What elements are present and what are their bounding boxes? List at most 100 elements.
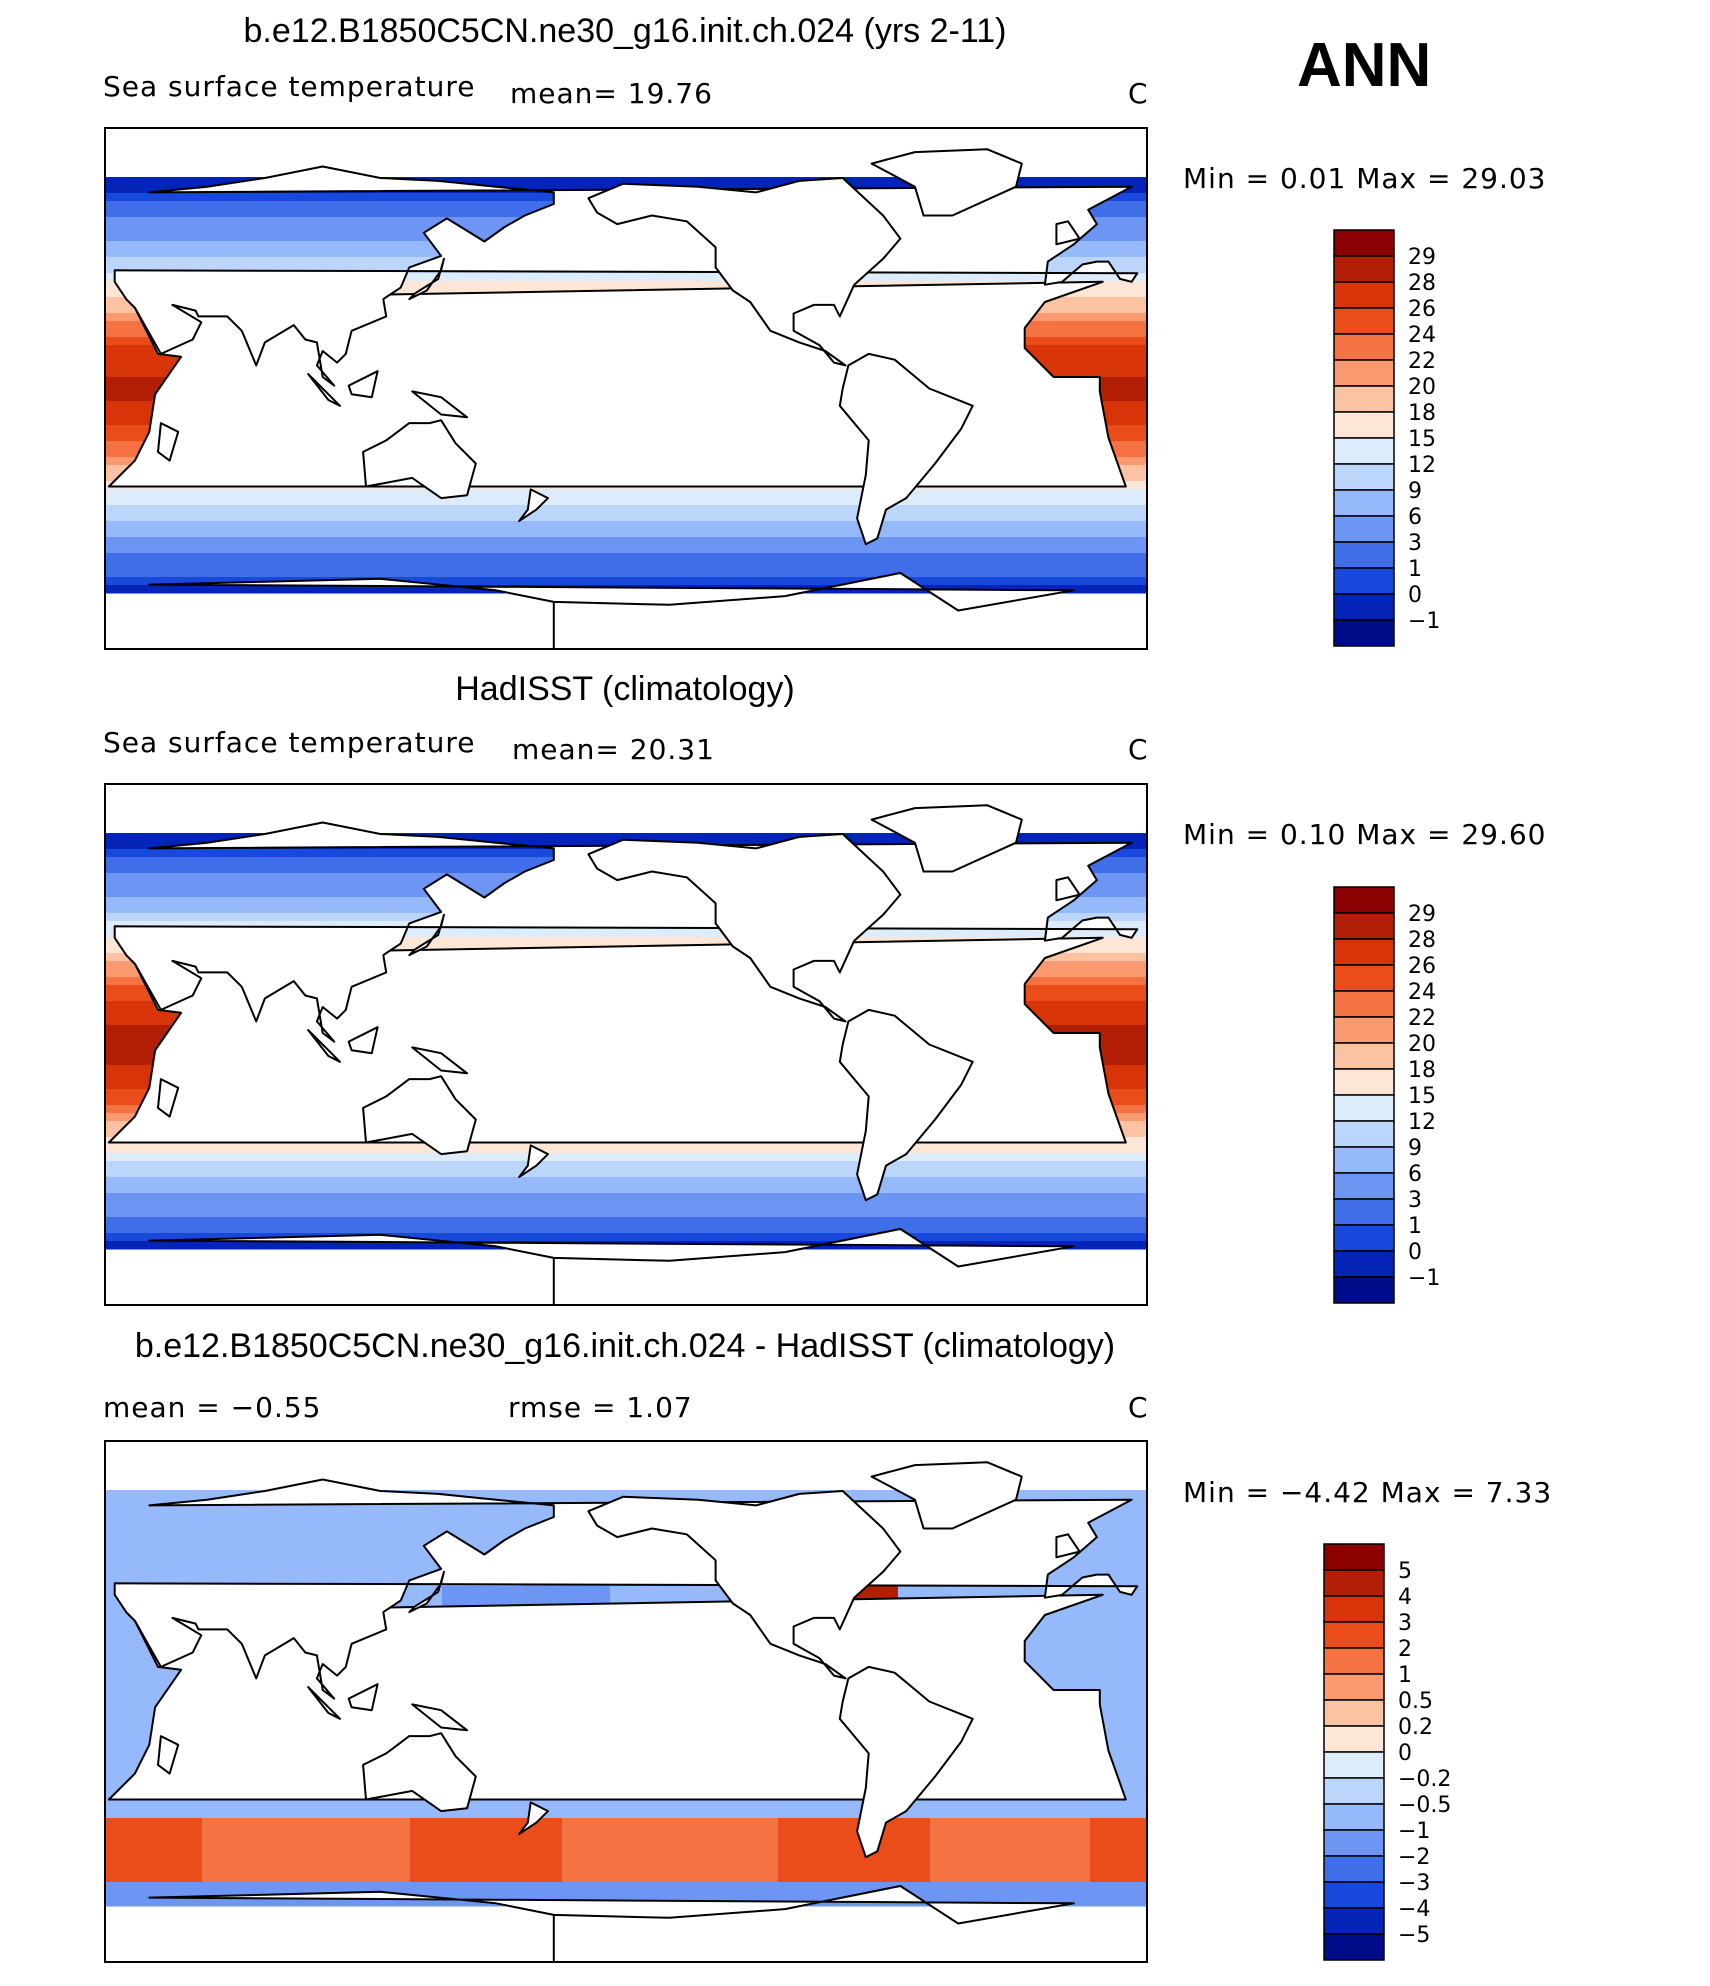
field-cell xyxy=(1050,177,1059,186)
field-cell xyxy=(1138,441,1146,450)
field-cell xyxy=(386,257,395,266)
field-cell xyxy=(1106,425,1115,434)
field-cell xyxy=(218,209,227,218)
field-cell xyxy=(210,233,219,242)
field-cell xyxy=(482,217,491,226)
field-cell xyxy=(122,345,131,354)
field-cell xyxy=(266,241,275,250)
field-cell xyxy=(386,217,395,226)
field-cell xyxy=(482,177,491,186)
field-cell xyxy=(1130,345,1139,354)
field-cell xyxy=(346,225,355,234)
field-cell xyxy=(122,297,131,306)
field-cell xyxy=(410,257,419,266)
field-cell xyxy=(402,217,411,226)
field-cell xyxy=(202,201,211,210)
field-cell xyxy=(1082,233,1091,242)
field-cell xyxy=(1074,177,1083,186)
field-cell xyxy=(106,321,115,330)
field-cell xyxy=(314,257,323,266)
field-cell xyxy=(426,217,435,226)
field-cell xyxy=(1042,361,1051,370)
field-cell xyxy=(258,233,267,242)
field-cell xyxy=(146,409,155,418)
field-cell xyxy=(210,201,219,210)
field-cell xyxy=(274,257,283,266)
field-cell xyxy=(1130,361,1139,370)
field-cell xyxy=(554,281,563,290)
field-cell xyxy=(258,257,267,266)
field-cell xyxy=(202,209,211,218)
field-cell xyxy=(1106,329,1115,338)
field-cell xyxy=(330,217,339,226)
field-cell xyxy=(106,217,115,226)
field-cell xyxy=(314,217,323,226)
field-cell xyxy=(106,273,115,282)
field-cell xyxy=(1074,273,1083,282)
field-cell xyxy=(1122,321,1131,330)
field-cell xyxy=(250,193,259,202)
field-cell xyxy=(946,273,955,282)
field-cell xyxy=(1122,457,1131,466)
field-cell xyxy=(258,265,267,274)
field-cell xyxy=(362,257,371,266)
field-cell xyxy=(330,265,339,274)
field-cell xyxy=(634,273,643,282)
field-cell xyxy=(210,257,219,266)
field-cell xyxy=(530,273,539,282)
field-cell xyxy=(338,241,347,250)
field-cell xyxy=(274,225,283,234)
field-cell xyxy=(1138,209,1146,218)
field-cell xyxy=(1130,281,1139,290)
field-cell xyxy=(698,177,707,186)
field-cell xyxy=(1098,297,1107,306)
field-cell xyxy=(186,193,195,202)
field-cell xyxy=(290,193,299,202)
field-cell xyxy=(386,265,395,274)
field-cell xyxy=(298,233,307,242)
field-cell xyxy=(338,217,347,226)
field-cell xyxy=(122,337,131,346)
field-cell xyxy=(1114,209,1123,218)
field-cell xyxy=(1138,297,1146,306)
field-cell xyxy=(130,265,139,274)
field-cell xyxy=(122,241,131,250)
field-cell xyxy=(106,417,115,426)
field-cell xyxy=(266,225,275,234)
field-cell xyxy=(386,233,395,242)
field-cell xyxy=(266,233,275,242)
field-cell xyxy=(506,217,515,226)
field-cell xyxy=(418,233,427,242)
field-cell xyxy=(226,241,235,250)
field-cell xyxy=(426,241,435,250)
field-cell xyxy=(1114,385,1123,394)
field-cell xyxy=(106,449,115,458)
field-cell xyxy=(1026,177,1035,186)
field-cell xyxy=(1106,417,1115,426)
field-cell xyxy=(394,257,403,266)
field-cell xyxy=(330,201,339,210)
field-cell xyxy=(1138,273,1146,282)
panel1-map xyxy=(104,127,1148,650)
field-cell xyxy=(442,209,451,218)
field-cell xyxy=(490,217,499,226)
field-cell xyxy=(514,209,523,218)
field-cell xyxy=(394,193,403,202)
field-cell xyxy=(322,193,331,202)
field-cell xyxy=(1050,369,1059,378)
field-cell xyxy=(1082,329,1091,338)
field-cell xyxy=(218,225,227,234)
field-cell xyxy=(386,225,395,234)
field-cell xyxy=(882,177,891,186)
field-cell xyxy=(338,193,347,202)
field-cell xyxy=(1114,441,1123,450)
field-cell xyxy=(370,193,379,202)
field-cell xyxy=(1034,313,1043,322)
field-cell xyxy=(578,281,587,290)
field-cell xyxy=(1122,217,1131,226)
field-cell xyxy=(610,177,619,186)
field-cell xyxy=(538,273,547,282)
field-cell xyxy=(258,217,267,226)
field-cell xyxy=(1138,425,1146,434)
field-cell xyxy=(1082,313,1091,322)
